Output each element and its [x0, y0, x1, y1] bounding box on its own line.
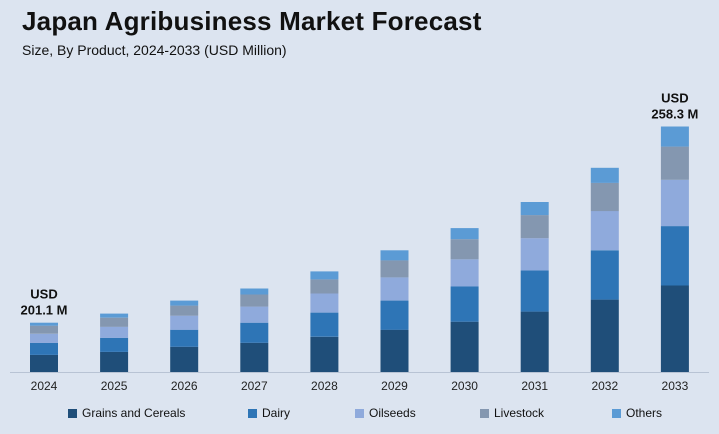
x-tick-label-2028: 2028: [311, 379, 338, 393]
bar-segment-2028-dairy: [310, 312, 339, 337]
legend-item-others: Others: [612, 406, 662, 420]
bar-segment-2027-others: [240, 288, 269, 295]
bar-segment-2027-dairy: [240, 322, 269, 343]
bar-segment-2032-livestock: [590, 182, 619, 212]
bar-segment-2031-grains-and-cereals: [520, 311, 549, 372]
chart-legend: Grains and Cereals Dairy Oilseeds Livestock…: [0, 406, 719, 422]
x-tick-label-2030: 2030: [451, 379, 478, 393]
x-tick-label-2029: 2029: [381, 379, 408, 393]
bar-segment-2024-livestock: [30, 325, 58, 334]
bar-segment-2028-others: [310, 271, 339, 280]
x-tick-label-2024: 2024: [31, 379, 58, 393]
x-tick-label-2031: 2031: [521, 379, 548, 393]
legend-item-oilseeds: Oilseeds: [355, 406, 416, 420]
legend-item-livestock: Livestock: [480, 406, 544, 420]
x-tick-label-2032: 2032: [591, 379, 618, 393]
bar-segment-2031-dairy: [520, 270, 549, 312]
legend-swatch: [355, 408, 364, 418]
annotation-2033-line-0: USD: [661, 91, 688, 106]
legend-label: Grains and Cereals: [82, 406, 186, 420]
annotation-2024-line-0: USD: [30, 287, 57, 302]
legend-swatch: [612, 408, 621, 418]
bar-segment-2025-livestock: [100, 317, 129, 327]
legend-label: Livestock: [494, 406, 545, 420]
bar-segment-2028-oilseeds: [310, 293, 339, 313]
x-tick-label-2033: 2033: [662, 379, 689, 393]
bar-segment-2029-others: [380, 250, 409, 261]
bar-segment-2026-others: [170, 300, 199, 306]
legend-item-grains-and-cereals: Grains and Cereals: [68, 406, 185, 420]
bar-segment-2032-dairy: [590, 250, 619, 300]
bar-segment-2033-dairy: [660, 226, 689, 286]
bar-segment-2026-livestock: [170, 305, 199, 316]
legend-label: Dairy: [262, 406, 291, 420]
bar-segment-2033-oilseeds: [660, 179, 689, 227]
x-tick-label-2026: 2026: [171, 379, 198, 393]
bar-segment-2025-dairy: [100, 337, 129, 352]
chart-subtitle: Size, By Product, 2024-2033 (USD Million…: [22, 42, 287, 58]
bar-segment-2031-livestock: [520, 215, 549, 239]
bar-segment-2027-livestock: [240, 294, 269, 307]
bar-segment-2024-others: [30, 322, 58, 326]
bar-segment-2032-grains-and-cereals: [590, 299, 619, 372]
bar-segment-2024-grains-and-cereals: [30, 354, 58, 372]
x-tick-label-2025: 2025: [101, 379, 128, 393]
bar-segment-2027-oilseeds: [240, 306, 269, 323]
bar-segment-2033-grains-and-cereals: [660, 285, 689, 372]
bar-segment-2030-oilseeds: [450, 259, 479, 287]
bar-segment-2032-others: [590, 167, 619, 183]
bar-segment-2029-livestock: [380, 260, 409, 278]
legend-label: Oilseeds: [369, 406, 416, 420]
bar-segment-2033-livestock: [660, 146, 689, 180]
bar-segment-2024-oilseeds: [30, 333, 58, 343]
bar-segment-2029-oilseeds: [380, 277, 409, 301]
annotation-2033-line-1: 258.3 M: [651, 107, 698, 122]
bar-segment-2030-livestock: [450, 239, 479, 260]
legend-swatch: [248, 408, 257, 418]
bar-segment-2033-others: [660, 126, 689, 147]
bar-segment-2024-dairy: [30, 342, 58, 355]
bar-segment-2030-others: [450, 228, 479, 240]
bar-segment-2029-grains-and-cereals: [380, 329, 409, 372]
bar-segment-2032-oilseeds: [590, 211, 619, 251]
bar-segment-2029-dairy: [380, 300, 409, 330]
legend-swatch: [480, 408, 489, 418]
bar-segment-2025-others: [100, 313, 129, 318]
legend-item-dairy: Dairy: [248, 406, 290, 420]
bar-segment-2026-grains-and-cereals: [170, 346, 199, 372]
bar-segment-2028-livestock: [310, 279, 339, 294]
bar-segment-2028-grains-and-cereals: [310, 336, 339, 372]
bar-segment-2031-oilseeds: [520, 238, 549, 271]
bar-segment-2031-others: [520, 202, 549, 216]
legend-swatch: [68, 408, 77, 418]
chart-title: Japan Agribusiness Market Forecast: [22, 6, 482, 36]
x-tick-label-2027: 2027: [241, 379, 268, 393]
bar-segment-2026-dairy: [170, 329, 199, 347]
bar-segment-2030-dairy: [450, 286, 479, 322]
legend-label: Others: [626, 406, 663, 420]
annotation-2024-line-1: 201.1 M: [21, 303, 68, 318]
bar-segment-2027-grains-and-cereals: [240, 342, 269, 372]
bar-segment-2030-grains-and-cereals: [450, 321, 479, 372]
bar-segment-2026-oilseeds: [170, 315, 199, 330]
bar-segment-2025-grains-and-cereals: [100, 351, 129, 372]
bar-segment-2025-oilseeds: [100, 326, 129, 338]
